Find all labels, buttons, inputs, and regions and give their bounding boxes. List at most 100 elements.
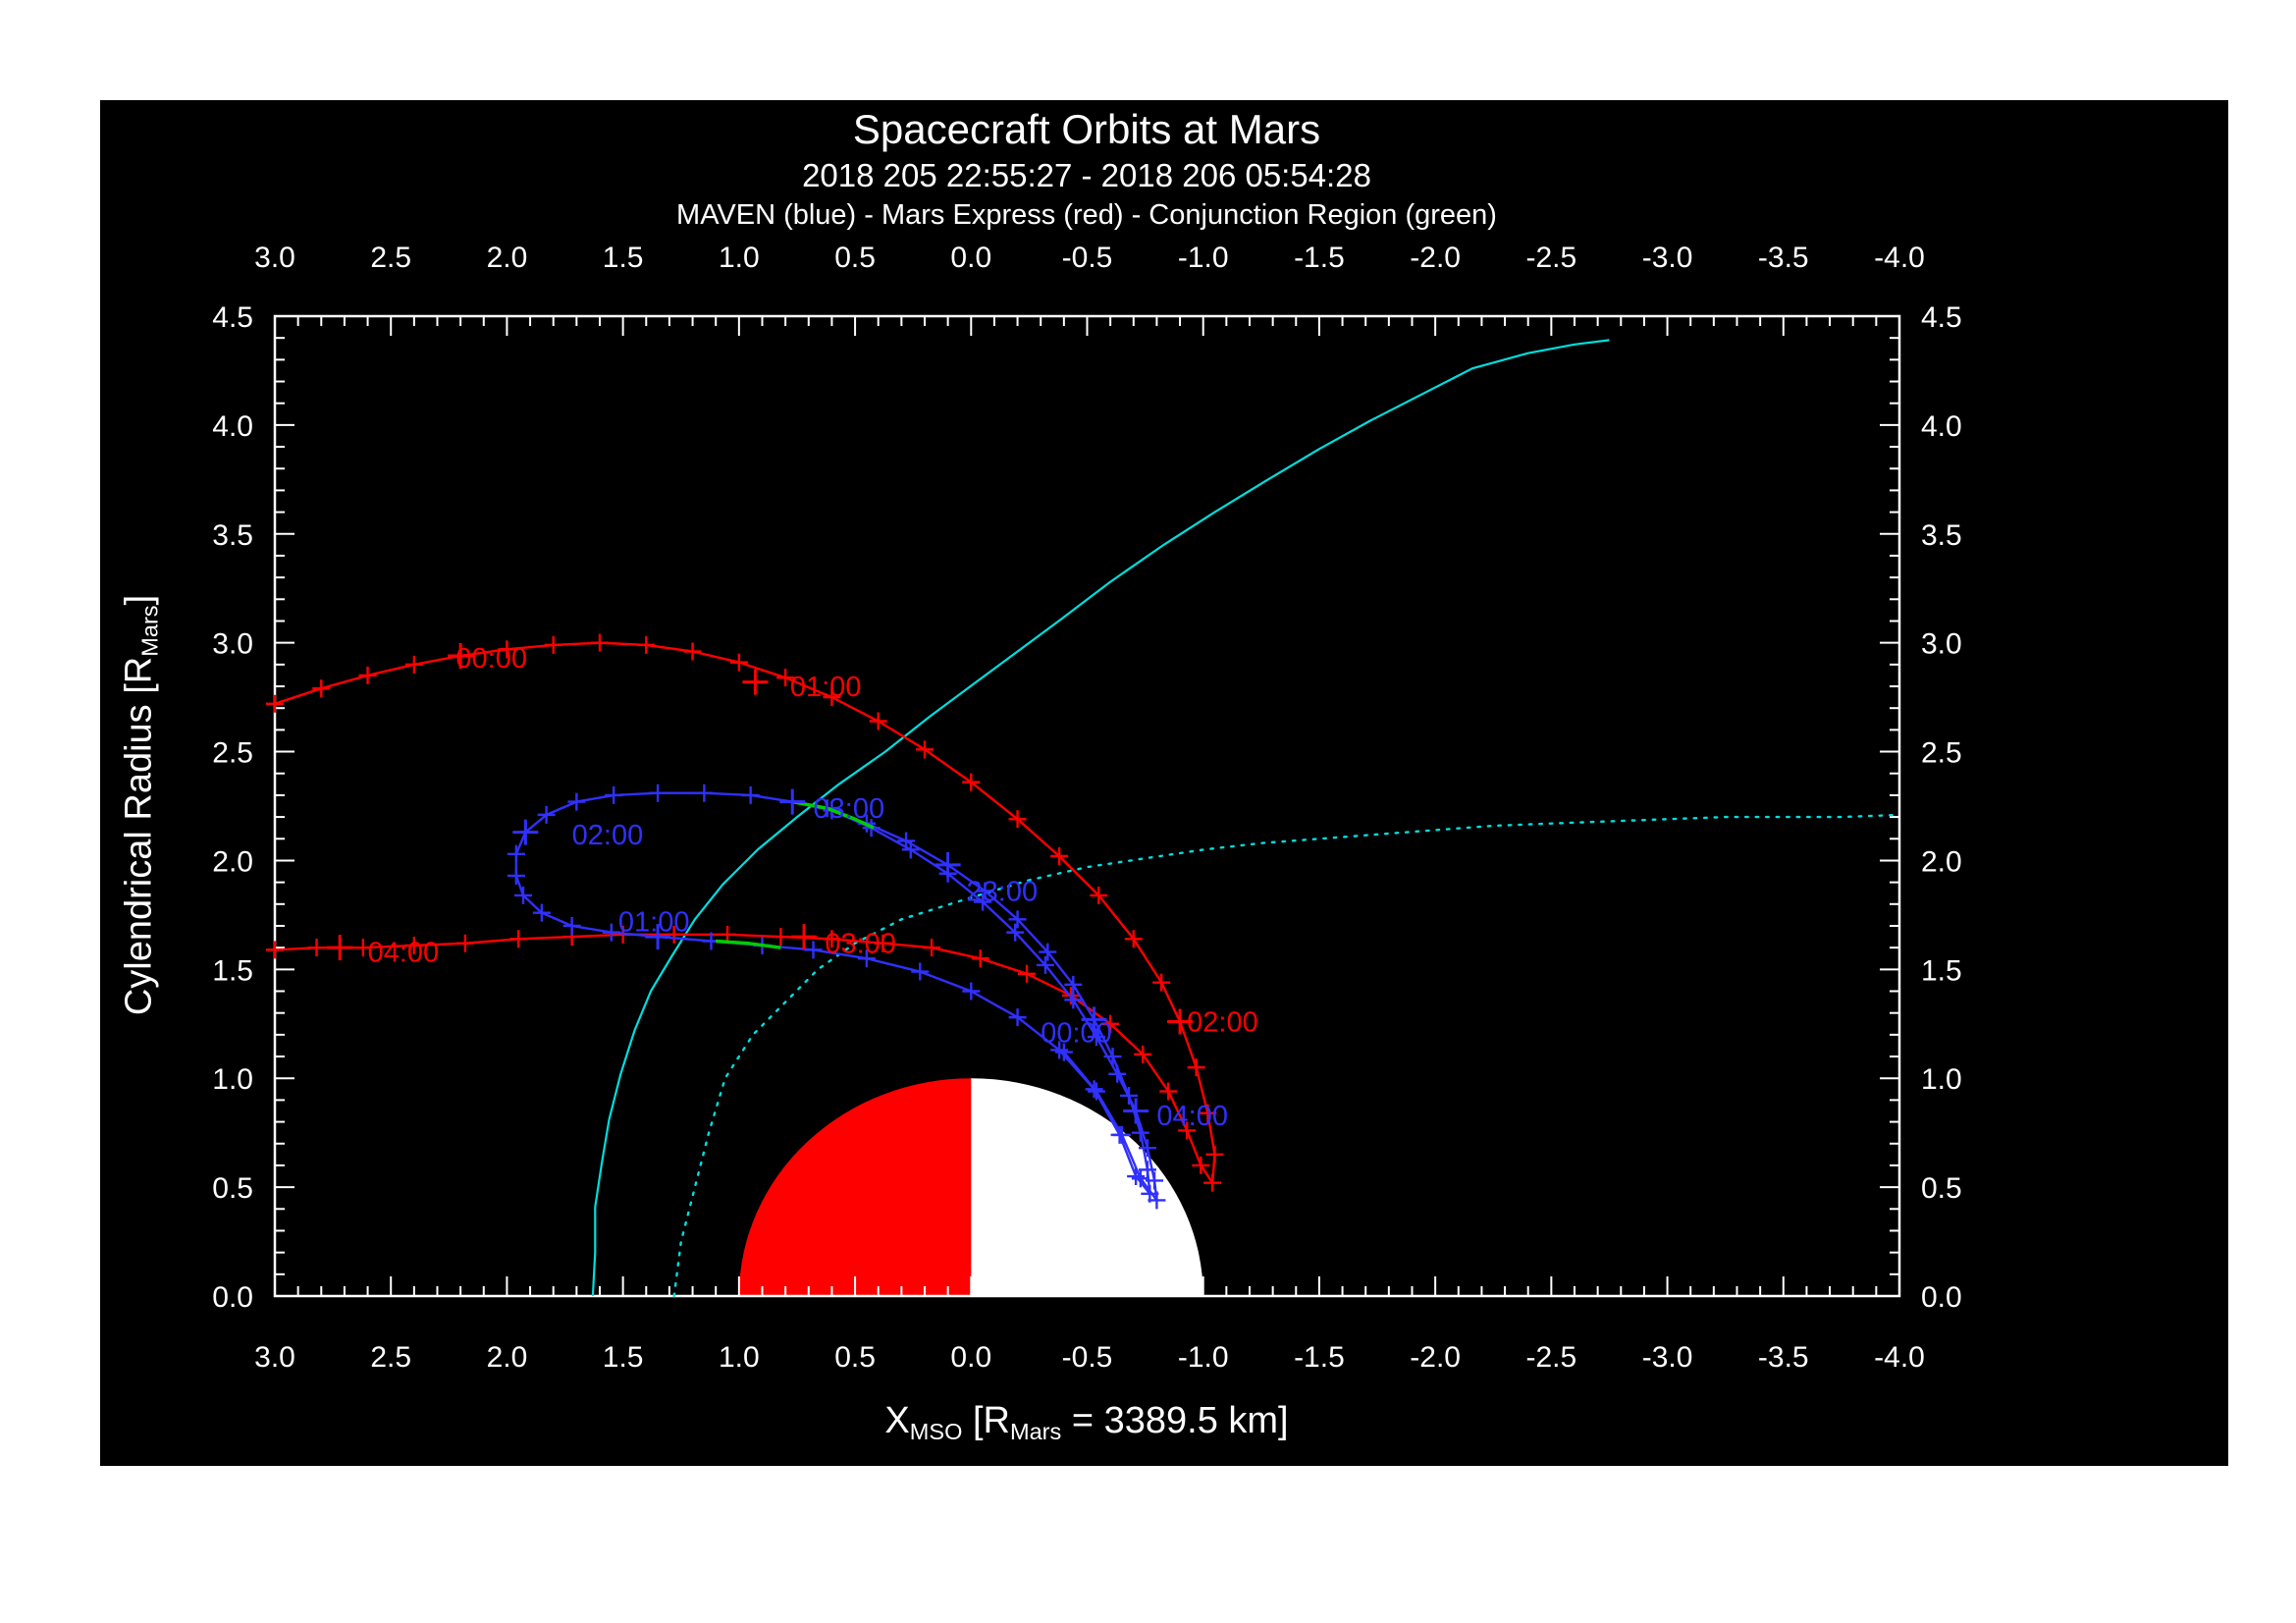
mars-express-marker [1178, 1121, 1197, 1140]
x-tick-label-bottom: -2.5 [1526, 1341, 1577, 1374]
maven-marker [605, 785, 623, 804]
mars-express-marker [971, 949, 989, 968]
mars-express-marker [1134, 1045, 1152, 1063]
x-axis-title-sub-mars: Mars [1009, 1418, 1062, 1444]
mars-express-marker [1124, 930, 1143, 948]
x-tick-label-top: -0.5 [1062, 242, 1113, 274]
maven-marker [962, 982, 981, 1001]
mars-express-marker [1199, 1104, 1217, 1122]
y-tick-label-right: 2.5 [1921, 737, 1962, 770]
x-tick-label-bottom: -1.5 [1294, 1341, 1345, 1374]
maven-marker [741, 785, 760, 804]
mars-express-marker [498, 640, 516, 659]
mars-express-marker [637, 635, 656, 654]
maven-marker [901, 840, 920, 859]
mars-express-marker [591, 633, 609, 652]
x-tick-label-bottom: -4.0 [1874, 1341, 1925, 1374]
maven-marker [1006, 923, 1025, 942]
time-label: 00:00 [455, 643, 527, 675]
x-tick-label-bottom: 1.5 [603, 1341, 644, 1374]
x-tick-label-bottom: 3.0 [254, 1341, 295, 1374]
x-tick-label-bottom: -2.0 [1410, 1341, 1461, 1374]
x-axis-title-end: = 3389.5 km] [1061, 1400, 1289, 1441]
time-label: 04:00 [368, 938, 440, 969]
x-tick-label-bottom: -3.0 [1642, 1341, 1693, 1374]
mars-express-marker [307, 939, 326, 957]
mars-express-marker [266, 941, 284, 959]
x-axis-title-sub-mso: MSO [909, 1418, 963, 1444]
y-tick-label-right: 4.0 [1921, 410, 1962, 443]
time-label: 02:00 [572, 820, 644, 851]
maven-marker [649, 784, 667, 802]
mars-express-marker [1152, 973, 1171, 992]
mars-express-marker [358, 666, 377, 684]
x-tick-label-top: 0.0 [950, 242, 991, 274]
x-tick-label-top: -3.5 [1758, 242, 1809, 274]
x-tick-label-top: 2.5 [370, 242, 411, 274]
x-tick-label-top: -1.0 [1178, 242, 1229, 274]
maven-marker [1050, 1041, 1069, 1059]
mars-express-marker [683, 642, 702, 661]
hour-marker [512, 819, 539, 845]
time-label: 01:00 [790, 672, 862, 703]
time-label: 23:00 [967, 876, 1039, 907]
y-tick-label-left: 0.5 [212, 1172, 253, 1205]
chart-time-range: 2018 205 22:55:27 - 2018 206 05:54:28 [802, 157, 1371, 193]
maven-marker [507, 844, 525, 863]
maven-marker [1008, 1008, 1027, 1027]
y-tick-label-right: 1.5 [1921, 954, 1962, 987]
maven-marker [602, 923, 620, 942]
hour-marker [791, 924, 818, 950]
mars-express-marker [1101, 1014, 1120, 1033]
maven-marker [1008, 910, 1027, 929]
time-label: 03:00 [814, 793, 885, 825]
hour-marker [779, 788, 806, 815]
maven-marker [537, 805, 556, 824]
mars-express-marker [544, 635, 562, 654]
mars-express-marker [823, 930, 841, 948]
mars-express-marker [962, 773, 981, 791]
y-tick-label-left: 0.0 [212, 1281, 253, 1314]
maven-marker [1087, 1082, 1105, 1101]
hour-marker [1123, 1098, 1149, 1124]
x-axis-title-mid: [R [962, 1400, 1010, 1441]
x-tick-label-top: -1.5 [1294, 242, 1345, 274]
mars-nightside [971, 1078, 1203, 1296]
mars-express-marker [772, 928, 790, 947]
mars-express-marker [776, 669, 795, 687]
mars-express-marker [404, 936, 423, 954]
hour-marker [742, 669, 769, 695]
y-tick-label-right: 4.5 [1921, 301, 1962, 334]
maven-marker [1103, 1048, 1122, 1066]
x-tick-label-bottom: 2.0 [487, 1341, 528, 1374]
mars-express-marker [665, 925, 683, 944]
maven-marker [507, 866, 525, 885]
y-axis-title-base: Cylendrical Radius [R [118, 656, 160, 1016]
mars-express-marker [1018, 964, 1037, 983]
mars-express-marker [509, 930, 528, 948]
maven-marker [567, 792, 586, 811]
maven-marker [897, 832, 916, 850]
maven-marker [695, 784, 714, 802]
time-label: 00:00 [1041, 1018, 1112, 1050]
x-tick-label-top: 2.0 [487, 242, 528, 274]
maven-marker [1087, 1028, 1105, 1047]
maven-marker [1064, 975, 1083, 994]
maven-marker [532, 903, 551, 922]
maven-marker [1131, 1123, 1149, 1142]
mars-express-marker [1203, 1173, 1222, 1192]
y-axis-title: Cylendrical Radius [RMars] [118, 595, 163, 1016]
x-tick-label-top: -4.0 [1874, 242, 1925, 274]
hour-marker [934, 851, 961, 878]
time-label: 04:00 [1156, 1101, 1228, 1132]
mars-express-marker [1090, 886, 1108, 904]
x-tick-label-bottom: 0.0 [950, 1341, 991, 1374]
hour-marker [1081, 1006, 1107, 1033]
y-tick-label-left: 2.0 [212, 845, 253, 878]
mars-express-marker [729, 653, 748, 672]
y-tick-label-left: 1.5 [212, 954, 253, 987]
maven-marker [804, 941, 823, 959]
mars-express-marker [1187, 1058, 1205, 1077]
maven-marker [1127, 1167, 1146, 1186]
